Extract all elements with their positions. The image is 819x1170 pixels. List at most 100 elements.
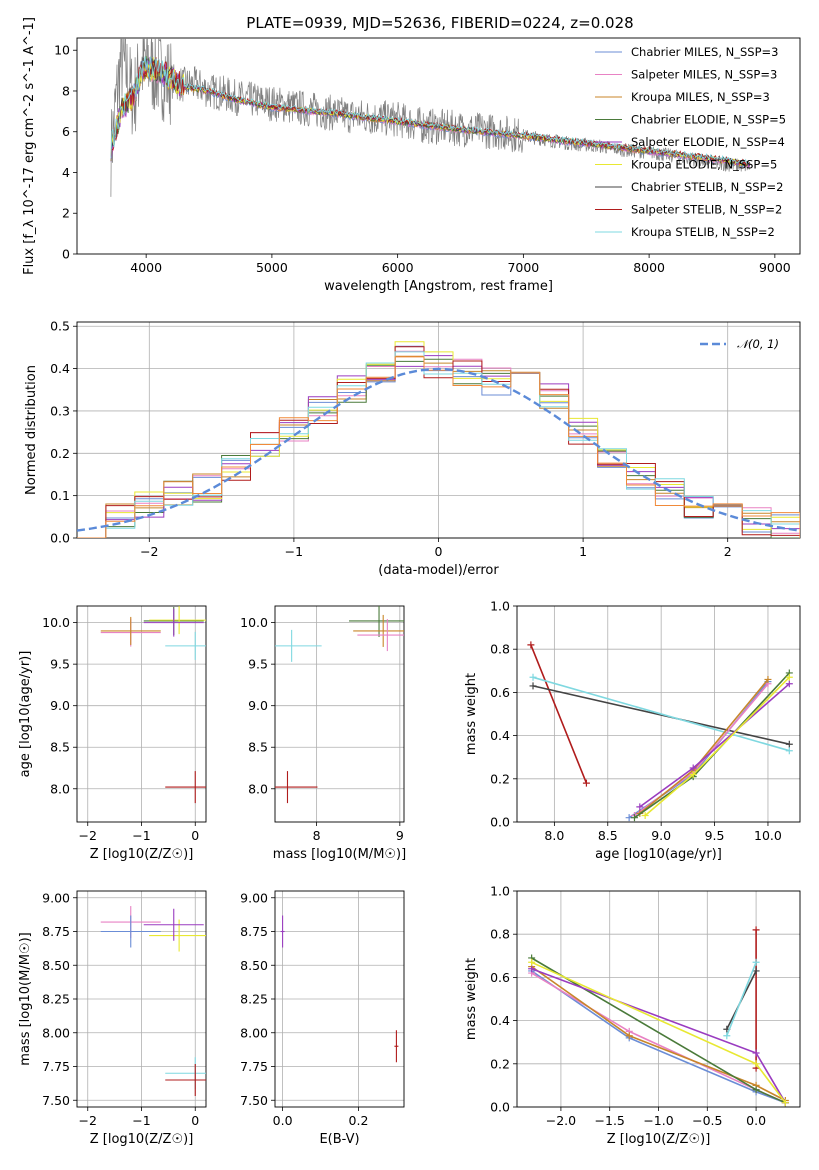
series-marker xyxy=(723,1032,731,1040)
y-tick-label: 8.00 xyxy=(42,1025,70,1040)
y-tick-label: 8.0 xyxy=(248,781,268,796)
x-tick-label: −1 xyxy=(132,828,150,843)
x-tick-label: 1 xyxy=(579,544,587,559)
y-tick-label: 8.25 xyxy=(42,992,70,1007)
legend-label: Chabrier MILES, N_SSP=3 xyxy=(631,45,778,59)
mass-vs-EBV-frame xyxy=(274,890,405,1108)
y-axis-label: mass weight xyxy=(464,673,479,755)
legend-label: Chabrier ELODIE, N_SSP=5 xyxy=(631,113,786,127)
y-tick-label: 10.0 xyxy=(42,615,70,630)
weight-vs-age-frame xyxy=(516,605,801,823)
y-tick-label: 8.25 xyxy=(240,992,268,1007)
series-marker xyxy=(785,673,793,681)
y-tick-label: 0.6 xyxy=(490,970,510,985)
y-tick-label: 10.0 xyxy=(240,615,268,630)
y-tick-label: 8.50 xyxy=(42,958,70,973)
scatter-plot-area xyxy=(280,915,399,1063)
x-tick-label: −1 xyxy=(132,1113,150,1128)
x-tick-label: 9 xyxy=(396,828,404,843)
age-vs-Z-panel: −2 −1 0 8.0 8.5 9.0 9.5 10.0 Z [log10(Z/Z☉)] age … xyxy=(18,605,207,862)
x-tick-label: 0 xyxy=(191,1113,199,1128)
series-marker xyxy=(529,673,537,681)
x-tick-label: 9.0 xyxy=(651,828,671,843)
hist-plot-area xyxy=(77,341,800,538)
y-tick-label: 0.4 xyxy=(490,728,510,743)
x-axis-label: Z [log10(Z/Z☉)] xyxy=(607,1132,711,1147)
series-marker xyxy=(582,779,590,787)
x-tick-label: 0.2 xyxy=(349,1113,369,1128)
figure-title: PLATE=0939, MJD=52636, FIBERID=0224, z=0… xyxy=(246,14,633,32)
series-line xyxy=(634,672,790,819)
series-marker xyxy=(529,682,537,690)
y-tick-label: 9.00 xyxy=(240,890,268,905)
y-tick-label: 0.2 xyxy=(490,771,510,786)
x-tick-label: 8.5 xyxy=(598,828,618,843)
y-tick-label: 0.4 xyxy=(490,1013,510,1028)
series-marker xyxy=(752,967,760,975)
legend-label: 𝒩(0, 1) xyxy=(737,337,779,351)
series-marker xyxy=(528,965,536,973)
y-tick-label: 9.00 xyxy=(42,890,70,905)
y-tick-label: 7.50 xyxy=(240,1093,268,1108)
x-tick-label: 0 xyxy=(435,544,443,559)
x-tick-label: 8.0 xyxy=(544,828,564,843)
series-marker xyxy=(689,764,697,772)
legend-label: Kroupa ELODIE, N_SSP=5 xyxy=(631,158,777,172)
x-tick-label: 0.0 xyxy=(273,1113,293,1128)
legend-label: Kroupa STELIB, N_SSP=2 xyxy=(631,225,775,239)
age-vs-mass-frame xyxy=(274,605,405,823)
y-tick-label: 0.2 xyxy=(50,446,70,461)
x-axis-label: E(B-V) xyxy=(319,1132,359,1147)
x-axis-label: age [log10(age/yr)] xyxy=(595,847,722,862)
x-tick-label: 6000 xyxy=(382,260,414,275)
y-tick-label: 0.0 xyxy=(50,531,70,546)
series-marker xyxy=(785,680,793,688)
series-marker xyxy=(781,1099,789,1107)
y-tick-label: 4 xyxy=(62,165,70,180)
normal-curve xyxy=(77,367,800,532)
y-tick-label: 9.5 xyxy=(50,657,70,672)
weight-vs-age-panel: 8.0 8.5 9.0 9.5 10.0 0.0 0.2 0.4 0.6 0.8 1.0 age [l… xyxy=(464,599,801,862)
y-tick-label: 8.75 xyxy=(240,924,268,939)
scatter-plot-area xyxy=(275,606,404,804)
x-axis-label: Z [log10(Z/Z☉)] xyxy=(90,1132,194,1147)
series-marker xyxy=(752,926,760,934)
legend-label: Salpeter MILES, N_SSP=3 xyxy=(631,68,777,82)
y-tick-label: 8.0 xyxy=(50,781,70,796)
y-tick-label: 8.00 xyxy=(240,1025,268,1040)
x-tick-label: −1.0 xyxy=(643,1113,673,1128)
mass-vs-Z-panel: −2 −1 0 7.50 7.75 8.00 8.25 8.50 8.75 9.00 Z [log1… xyxy=(18,890,207,1147)
series-line xyxy=(532,685,790,745)
series-marker xyxy=(528,958,536,966)
y-tick-label: 8.5 xyxy=(50,740,70,755)
series-line xyxy=(531,965,786,1102)
series-line xyxy=(628,681,769,819)
x-tick-label: 8000 xyxy=(633,260,665,275)
y-tick-label: 6 xyxy=(62,124,70,139)
age-vs-Z-frame xyxy=(76,605,207,823)
series-marker xyxy=(636,803,644,811)
y-tick-label: 9.0 xyxy=(50,698,70,713)
legend-label: Salpeter STELIB, N_SSP=2 xyxy=(631,203,782,217)
x-tick-label: 2 xyxy=(724,544,732,559)
y-tick-label: 10 xyxy=(54,43,70,58)
y-tick-label: 7.50 xyxy=(42,1093,70,1108)
x-tick-label: 9.5 xyxy=(705,828,725,843)
x-tick-label: 4000 xyxy=(130,260,162,275)
series-marker xyxy=(785,740,793,748)
series-marker xyxy=(630,814,638,822)
series-marker xyxy=(785,747,793,755)
x-axis-label: (data-model)/error xyxy=(378,563,499,578)
y-tick-label: 1.0 xyxy=(490,884,510,899)
series-marker xyxy=(752,1049,760,1057)
series-marker xyxy=(752,1060,760,1068)
y-tick-label: 7.75 xyxy=(240,1059,268,1074)
y-axis-label: age [log10(age/yr)] xyxy=(18,651,33,778)
weight-vs-Z-frame xyxy=(516,890,801,1108)
residual-hist-frame xyxy=(76,321,801,539)
x-tick-label: 9000 xyxy=(759,260,791,275)
x-tick-label: 7000 xyxy=(507,260,539,275)
y-tick-label: 0 xyxy=(62,247,70,262)
y-tick-label: 0.8 xyxy=(490,927,510,942)
series-marker xyxy=(527,641,535,649)
